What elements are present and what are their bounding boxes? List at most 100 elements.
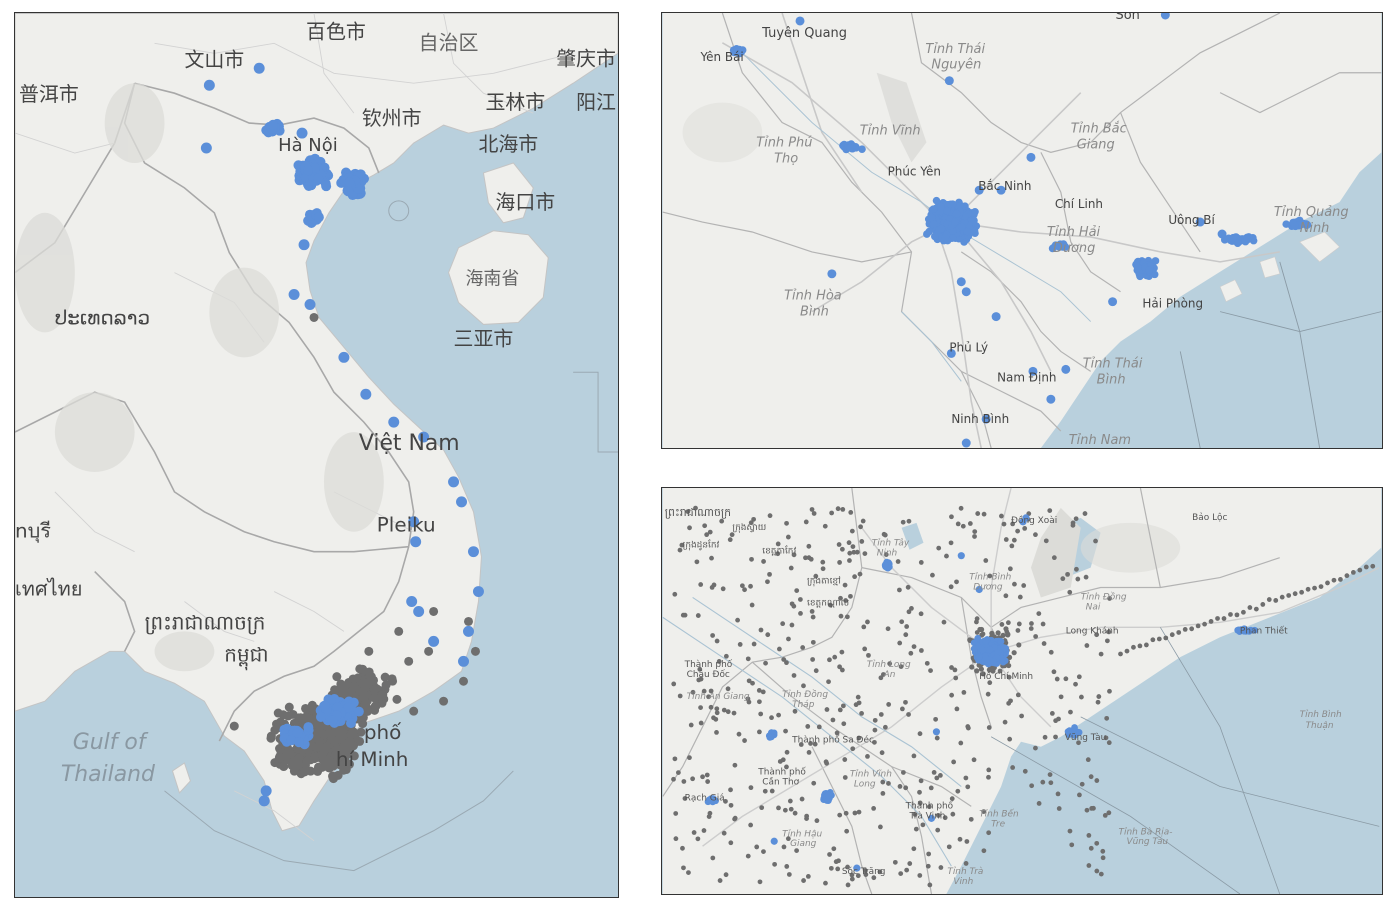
grey-point [826,679,831,685]
blue-point [929,205,938,213]
grey-point [880,779,886,785]
grey-point [769,788,775,794]
label-qinzhou: 钦州市 [362,107,422,130]
grey-point [949,692,955,698]
grey-point [863,868,868,873]
grey-point [765,632,771,638]
grey-point [366,672,376,682]
blue-point [1195,217,1205,227]
grey-point [856,809,862,815]
blue-point [1145,266,1153,274]
grey-point [1273,598,1279,603]
grey-point [1040,621,1046,627]
grey-point [855,694,861,700]
grey-point [798,742,804,747]
grey-point [877,869,883,875]
grey-point [294,753,304,763]
grey-point [803,555,808,561]
grey-point [745,656,751,662]
grey-point [1182,627,1188,632]
grey-point [1106,740,1112,746]
grey-point [687,755,692,761]
label-phu-tho-2: Thọ [774,151,798,166]
grey-point [1028,626,1034,631]
grey-point [1103,735,1109,741]
grey-point [762,788,768,794]
grey-point [758,711,764,717]
blue-point [990,658,997,665]
grey-point [859,539,865,544]
grey-point [999,513,1004,519]
label-binh-thuan-1: Tỉnh Bình [1300,709,1342,720]
blue-point [975,585,983,594]
grey-point [980,671,986,677]
grey-point [851,549,857,555]
grey-point [671,681,677,687]
grey-point [925,863,931,869]
grey-point [881,531,887,537]
grey-point [1107,596,1112,601]
label-phu-tho-1: Tỉnh Phú [756,135,812,150]
grey-point [780,621,786,627]
grey-point [835,506,841,512]
blue-point [963,227,971,236]
grey-point [850,746,856,752]
blue-point [408,516,420,528]
grey-point [709,555,714,561]
grey-point [1241,609,1246,615]
blue-point [960,212,969,221]
grey-point [831,846,837,852]
lake-dau-tieng [901,522,924,550]
grey-point [1338,577,1343,582]
vietnam-overview-map[interactable]: 百色市 自治区 文山市 肇庆市 普洱市 Hà Nội 钦州市 玉林市 阳江 北海… [14,12,619,898]
grey-point [855,873,861,879]
grey-point [775,551,781,557]
label-wenshan: 文山市 [184,48,244,71]
grey-point [809,609,815,614]
grey-point [748,785,754,791]
grey-point [377,690,387,700]
grey-point [856,735,862,741]
grey-point [805,724,811,729]
grey-point [924,660,930,666]
grey-point [1054,676,1060,682]
hanoi-region-map[interactable]: Tuyên Quang Sơn Yên Bái Tỉnh Thái Nguyên… [661,12,1383,449]
grey-point [839,546,845,552]
grey-point [949,514,954,520]
grey-point [927,882,933,888]
grey-point [960,523,966,529]
grey-point [809,507,815,512]
label-puer: 普洱市 [19,83,79,106]
grey-point [847,558,852,563]
grey-point [900,706,905,712]
grey-point [332,672,342,682]
grey-point [845,864,850,870]
grey-point [832,654,838,660]
grey-point [1150,637,1156,643]
grey-point [934,775,940,781]
blue-point [353,706,364,717]
grey-point [811,511,817,516]
grey-point [897,784,903,789]
grey-point [1083,574,1089,580]
grey-point [1019,713,1024,719]
grey-point [838,613,844,619]
grey-point [812,741,818,747]
grey-point [892,859,898,865]
grey-point [1021,583,1027,588]
mekong-region-map[interactable]: ព្រះរាជាណាចក្រ ក្រុងស្វាយ ក្រុងដូនកែវ ខេ… [661,487,1383,895]
blue-point [472,586,484,598]
grey-point [1118,651,1123,657]
grey-point [854,549,860,555]
grey-point [1076,740,1081,746]
blue-point [946,348,956,358]
blue-point [925,227,934,236]
grey-point [714,730,719,735]
grey-point [1176,630,1182,635]
grey-point [837,664,842,670]
grey-point [1089,806,1095,811]
blue-point [957,222,966,231]
grey-point [380,672,390,682]
grey-point [900,770,906,775]
grey-point [784,764,789,770]
